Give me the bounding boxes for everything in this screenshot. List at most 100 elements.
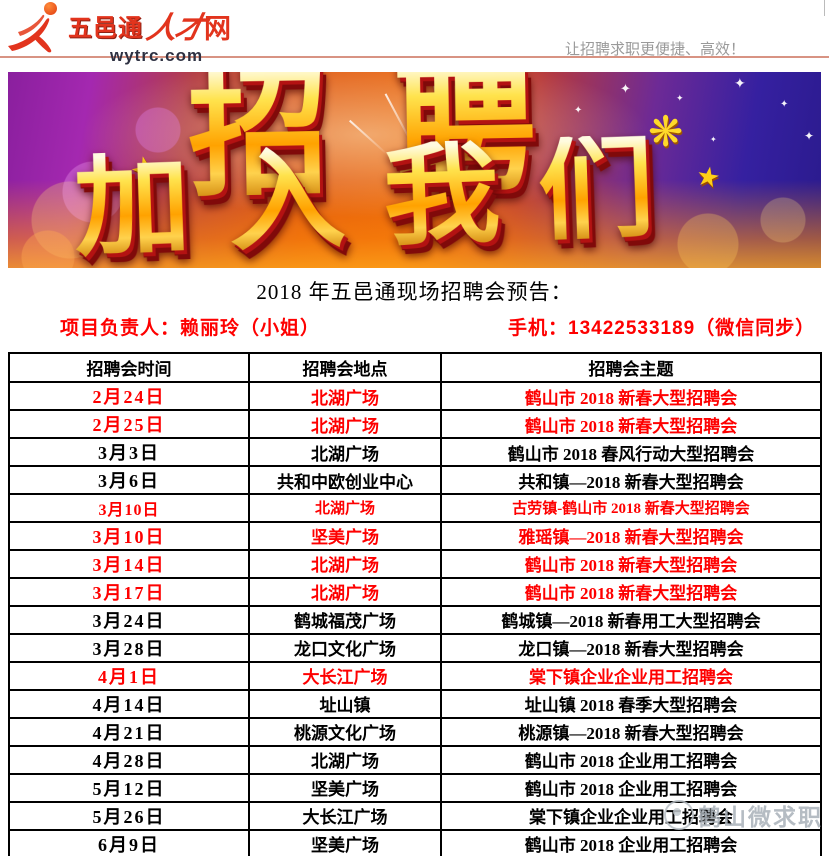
sparkle-icon: ✦ — [734, 77, 746, 92]
fair-date: 3月6日 — [8, 465, 250, 495]
fair-place: 桃源文化广场 — [248, 716, 442, 747]
fair-place: 坚美广场 — [248, 520, 442, 551]
fair-place: 坚美广场 — [248, 772, 442, 803]
watermark-logo-icon — [664, 800, 694, 830]
sparkle-icon: ✦ — [780, 99, 789, 110]
table-row: 4月1日 大长江广场 棠下镇企业企业用工招聘会 — [8, 660, 822, 691]
fair-theme: 址山镇 2018 春季大型招聘会 — [440, 688, 822, 719]
col-header-place: 招聘会地点 — [248, 352, 442, 383]
table-row: 3月28日 龙口文化广场 龙口镇—2018 新春大型招聘会 — [8, 632, 822, 663]
table-row: 4月28日 北湖广场 鹤山市 2018 企业用工招聘会 — [8, 744, 822, 775]
fair-date: 5月12日 — [8, 772, 250, 803]
fair-place: 大长江广场 — [248, 660, 442, 691]
fair-place: 北湖广场 — [248, 744, 442, 775]
fair-place: 鹤城福茂广场 — [248, 604, 442, 635]
table-row: 2月24日 北湖广场 鹤山市 2018 新春大型招聘会 — [8, 381, 822, 411]
table-row: 3月14日 北湖广场 鹤山市 2018 新春大型招聘会 — [8, 548, 822, 579]
fair-date: 4月1日 — [8, 660, 250, 691]
fair-theme: 鹤山市 2018 新春大型招聘会 — [440, 548, 822, 579]
table-row: 2月25日 北湖广场 鹤山市 2018 新春大型招聘会 — [8, 409, 822, 439]
fair-theme: 共和镇—2018 新春大型招聘会 — [440, 465, 822, 495]
table-row: 4月14日 址山镇 址山镇 2018 春季大型招聘会 — [8, 688, 822, 719]
fair-date: 4月21日 — [8, 716, 250, 747]
fair-theme: 古劳镇-鹤山市 2018 新春大型招聘会 — [440, 493, 822, 523]
fair-date: 3月28日 — [8, 632, 250, 663]
header-tagline: 让招聘求职更便捷、高效！ — [564, 42, 745, 58]
fair-place: 址山镇 — [248, 688, 442, 719]
sparkle-icon: ✦ — [804, 129, 815, 143]
recruitment-banner: ✦ ✦ ✦ ✦ ✦ ✦ ✦ ★ ❋ ★ 招聘 加入我们 — [8, 72, 821, 268]
fair-date: 3月17日 — [8, 576, 250, 607]
fair-date: 3月24日 — [8, 604, 250, 635]
fair-place: 北湖广场 — [248, 576, 442, 607]
fair-date: 3月14日 — [8, 548, 250, 579]
fair-date: 4月28日 — [8, 744, 250, 775]
fair-theme: 鹤山市 2018 企业用工招聘会 — [440, 744, 822, 775]
table-row: 3月6日 共和中欧创业中心 共和镇—2018 新春大型招聘会 — [8, 465, 822, 495]
table-row: 3月10日 坚美广场 雅瑶镇—2018 新春大型招聘会 — [8, 520, 822, 551]
fair-theme: 雅瑶镇—2018 新春大型招聘会 — [440, 520, 822, 551]
col-header-theme: 招聘会主题 — [440, 352, 822, 383]
table-row: 5月26日 大长江广场 棠下镇企业企业用工招聘会 — [8, 800, 822, 831]
brand-talent-glyph: 人才 — [143, 12, 207, 45]
fair-place: 北湖广场 — [248, 493, 442, 523]
fair-place: 北湖广场 — [248, 437, 442, 467]
table-row: 5月12日 坚美广场 鹤山市 2018 企业用工招聘会 — [8, 772, 822, 803]
brand-domain: wytrc.com — [110, 46, 204, 65]
fair-table: 招聘会时间 招聘会地点 招聘会主题 2月24日 北湖广场 鹤山市 2018 新春大型… — [8, 352, 822, 856]
fair-schedule: 招聘会时间 招聘会地点 招聘会主题 2月24日 北湖广场 鹤山市 2018 新春大型… — [8, 352, 822, 856]
fair-table-body: 2月24日 北湖广场 鹤山市 2018 新春大型招聘会 2月25日 北湖广场 鹤山市 20… — [8, 381, 822, 856]
table-row: 3月17日 北湖广场 鹤山市 2018 新春大型招聘会 — [8, 576, 822, 607]
fair-place: 龙口文化广场 — [248, 632, 442, 663]
site-header: 五邑通 人才 网 wytrc.com 让招聘求职更便捷、高效！ — [0, 0, 829, 65]
fair-place: 北湖广场 — [248, 548, 442, 579]
fair-theme: 桃源镇—2018 新春大型招聘会 — [440, 716, 822, 747]
logo-runner-icon — [6, 2, 66, 54]
sparkle-icon: ✦ — [574, 106, 582, 116]
fair-theme: 鹤山市 2018 企业用工招聘会 — [440, 828, 822, 856]
fair-place: 北湖广场 — [248, 409, 442, 439]
fair-theme: 鹤山市 2018 企业用工招聘会 — [440, 772, 822, 803]
banner-title-line2: 加入我们 — [71, 125, 695, 268]
table-row: 6月9日 坚美广场 鹤山市 2018 企业用工招聘会 — [8, 828, 822, 856]
star-icon: ★ — [693, 160, 723, 194]
fair-theme: 龙口镇—2018 新春大型招聘会 — [440, 632, 822, 663]
brand-name: 五邑通 — [68, 15, 143, 42]
fair-theme: 鹤山市 2018 新春大型招聘会 — [440, 576, 822, 607]
table-row: 3月24日 鹤城福茂广场 鹤城镇—2018 新春用工大型招聘会 — [8, 604, 822, 635]
table-header-row: 招聘会时间 招聘会地点 招聘会主题 — [8, 352, 822, 383]
fair-theme: 鹤山市 2018 新春大型招聘会 — [440, 409, 822, 439]
fair-date: 4月14日 — [8, 688, 250, 719]
fair-place: 北湖广场 — [248, 381, 442, 411]
sparkle-icon: ✦ — [676, 93, 684, 103]
table-row: 3月3日 北湖广场 鹤山市 2018 春风行动大型招聘会 — [8, 437, 822, 467]
fair-place: 坚美广场 — [248, 828, 442, 856]
fair-date: 5月26日 — [8, 800, 250, 831]
fair-date: 6月9日 — [8, 828, 250, 856]
fair-date: 3月3日 — [8, 437, 250, 467]
fair-place: 共和中欧创业中心 — [248, 465, 442, 495]
site-logo[interactable]: 五邑通 人才 网 wytrc.com — [6, 2, 231, 66]
watermark: 鹤山微求职 — [664, 798, 823, 832]
page-title: 2018 年五邑通现场招聘会预告： — [256, 280, 573, 304]
fair-date: 2月25日 — [8, 409, 250, 439]
logo-text-block: 五邑通 人才 网 wytrc.com — [68, 12, 231, 66]
corner-artifact — [824, 0, 825, 16]
fair-place: 大长江广场 — [248, 800, 442, 831]
table-row: 3月10日 北湖广场 古劳镇-鹤山市 2018 新春大型招聘会 — [8, 493, 822, 523]
sparkle-icon: ✦ — [620, 81, 631, 96]
fair-theme: 鹤城镇—2018 新春用工大型招聘会 — [440, 604, 822, 635]
fair-theme: 棠下镇企业企业用工招聘会 — [440, 660, 822, 691]
fair-date: 3月10日 — [8, 493, 250, 523]
contact-person: 项目负责人：赖丽玲（小姐） — [60, 318, 321, 339]
flower-icon: ❋ — [648, 112, 683, 154]
table-row: 4月21日 桃源文化广场 桃源镇—2018 新春大型招聘会 — [8, 716, 822, 747]
watermark-text: 鹤山微求职 — [698, 804, 823, 830]
fair-date: 3月10日 — [8, 520, 250, 551]
fair-theme: 鹤山市 2018 新春大型招聘会 — [440, 381, 822, 411]
contact-phone: 手机：13422533189（微信同步） — [508, 318, 816, 339]
brand-net-glyph: 网 — [204, 13, 231, 44]
fair-theme: 鹤山市 2018 春风行动大型招聘会 — [440, 437, 822, 467]
col-header-time: 招聘会时间 — [8, 352, 250, 383]
